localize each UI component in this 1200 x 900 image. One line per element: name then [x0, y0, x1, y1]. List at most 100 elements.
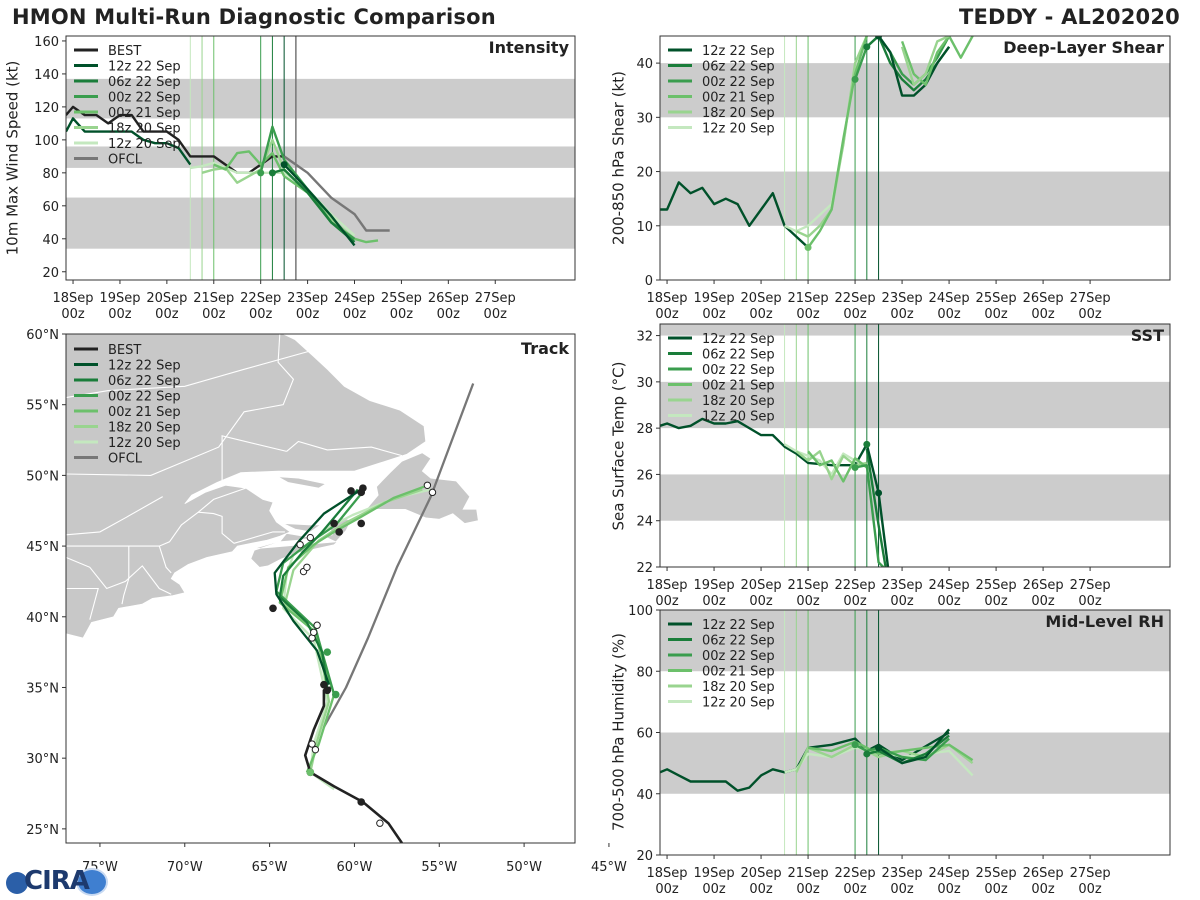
shear-title: Deep-Layer Shear	[1003, 38, 1164, 57]
state-border	[66, 347, 321, 399]
intensity-frame	[65, 35, 576, 281]
state-border	[66, 556, 172, 595]
track-point-open	[310, 628, 318, 637]
track-legend-label: 00z 21 Sep	[108, 405, 181, 420]
intensity-xtick-label: 00z	[202, 307, 226, 322]
track-ytick-label: 35°N	[26, 681, 59, 696]
sst-xtick-label: 20Sep	[741, 578, 782, 593]
rh-xtick-label: 26Sep	[1023, 866, 1064, 881]
intensity-panel: 2040608010012014016018Sep00z19Sep00z20Se…	[3, 35, 576, 322]
track-frame	[65, 333, 576, 844]
track-point-filled	[330, 519, 338, 528]
rh-panel: 2040608010018Sep00z19Sep00z20Sep00z21Sep…	[609, 604, 1171, 897]
shear-xtick-label: 18Sep	[647, 291, 688, 306]
sst-xtick-label: 00z	[937, 594, 961, 609]
shear-ytick-label: 10	[636, 220, 653, 235]
intensity-xtick-label: 24Sep	[334, 291, 375, 306]
shear-legend-label: 12z 22 Sep	[702, 44, 775, 59]
sst-series-line	[865, 448, 887, 567]
intensity-ylabel: 10m Max Wind Speed (kt)	[3, 61, 21, 256]
track-point-open	[303, 563, 311, 571]
rh-xtick-label: 00z	[890, 882, 914, 897]
rh-xtick-label: 27Sep	[1070, 866, 1111, 881]
intensity-xtick-label: 23Sep	[287, 291, 328, 306]
track-ytick-label: 60°N	[26, 328, 59, 343]
shear-xtick-label: 19Sep	[694, 291, 735, 306]
shear-xtick-label: 00z	[890, 307, 914, 322]
sst-xtick-label: 00z	[843, 594, 867, 609]
shear-legend-label: 18z 20 Sep	[702, 106, 775, 121]
intensity-ytick-label: 20	[42, 266, 59, 281]
land-polygon	[283, 523, 322, 533]
sst-xtick-label: 00z	[1031, 594, 1055, 609]
sst-ytick-label: 22	[636, 561, 653, 576]
sst-xtick-label: 25Sep	[976, 578, 1017, 593]
shear-xtick-label: 26Sep	[1023, 291, 1064, 306]
track-xtick-label: 55°W	[421, 860, 457, 875]
sst-xtick-label: 27Sep	[1070, 578, 1111, 593]
rh-xtick-label: 00z	[1031, 882, 1055, 897]
intensity-legend-label: 00z 22 Sep	[108, 91, 181, 106]
track-point-filled	[347, 487, 355, 495]
state-border	[286, 440, 403, 457]
track-title: Track	[521, 339, 569, 358]
track-point-open	[313, 621, 321, 629]
rh-legend-label: 12z 22 Sep	[702, 618, 775, 633]
track-point-filled	[323, 648, 332, 656]
shear-xtick-label: 20Sep	[741, 291, 782, 306]
sst-ytick-label: 30	[636, 376, 653, 391]
intensity-xtick-label: 00z	[155, 307, 179, 322]
shear-xtick-label: 00z	[796, 307, 820, 322]
sst-xtick-label: 00z	[749, 594, 773, 609]
state-border	[221, 435, 287, 486]
sst-frame	[659, 323, 1171, 568]
track-xtick-label: 45°W	[591, 860, 627, 875]
sst-init-marker	[863, 440, 871, 448]
shear-series-line	[807, 36, 868, 249]
intensity-xtick-label: 18Sep	[53, 291, 94, 306]
shear-xtick-label: 21Sep	[788, 291, 829, 306]
track-legend-label: BEST	[108, 343, 141, 358]
rh-band	[660, 610, 1170, 672]
sst-band	[660, 474, 1170, 521]
intensity-legend-label: OFCL	[108, 153, 143, 168]
shear-init-marker	[875, 36, 883, 40]
shear-xtick-label: 25Sep	[976, 291, 1017, 306]
rh-xtick-label: 00z	[749, 882, 773, 897]
sst-init-marker	[851, 463, 859, 471]
track-ytick-label: 40°N	[26, 611, 59, 626]
shear-panel: 01020304018Sep00z19Sep00z20Sep00z21Sep00…	[609, 35, 1171, 322]
rh-xtick-label: 00z	[702, 882, 726, 897]
state-border	[197, 487, 246, 513]
shear-xtick-label: 00z	[1078, 307, 1102, 322]
track-point-filled	[359, 484, 367, 492]
shear-xtick-label: 00z	[843, 307, 867, 322]
shear-xtick-label: 24Sep	[929, 291, 970, 306]
rh-xtick-label: 20Sep	[741, 866, 782, 881]
intensity-legend-label: 12z 22 Sep	[108, 60, 181, 75]
shear-frame	[659, 35, 1171, 281]
track-legend-label: 12z 22 Sep	[108, 359, 181, 374]
intensity-ytick-label: 100	[34, 134, 59, 149]
sst-ytick-label: 32	[636, 330, 653, 345]
sst-series-line	[854, 464, 885, 567]
track-point-filled	[323, 686, 332, 695]
intensity-xtick-label: 00z	[108, 307, 132, 322]
rh-xtick-label: 00z	[937, 882, 961, 897]
sst-legend-label: 00z 21 Sep	[702, 379, 775, 394]
sst-xtick-label: 22Sep	[835, 578, 876, 593]
track-ytick-label: 30°N	[26, 752, 59, 767]
track-point-filled	[320, 680, 328, 689]
shear-init-marker	[863, 43, 871, 51]
intensity-series-line	[66, 117, 192, 166]
sst-xtick-label: 26Sep	[1023, 578, 1064, 593]
intensity-band	[66, 146, 575, 168]
land-polygon	[66, 334, 427, 639]
rh-legend-label: 06z 22 Sep	[702, 634, 775, 649]
track-legend-label: 00z 22 Sep	[108, 390, 181, 405]
rh-legend-label: 00z 22 Sep	[702, 649, 775, 664]
intensity-legend-label: 06z 22 Sep	[108, 75, 181, 90]
shear-band	[660, 171, 1170, 226]
shear-ytick-label: 30	[636, 111, 653, 126]
rh-legend-label: 18z 20 Sep	[702, 680, 775, 695]
